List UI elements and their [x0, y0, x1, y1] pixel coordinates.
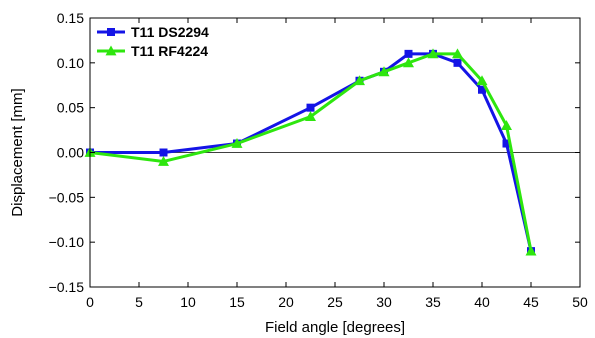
legend-entry-1: T11 DS2294 — [97, 24, 209, 40]
legend-marker — [105, 45, 117, 56]
x-tick-label: 35 — [425, 294, 441, 310]
data-point — [453, 58, 462, 67]
legend-marker — [107, 28, 115, 36]
y-tick-label: 0.10 — [57, 55, 84, 71]
data-point — [158, 155, 169, 166]
x-tick-label: 0 — [86, 294, 94, 310]
data-point — [427, 48, 439, 59]
y-tick-label: 0.00 — [57, 145, 84, 161]
data-point — [525, 245, 537, 256]
y-axis-label: Displacement [mm] — [9, 88, 26, 216]
data-point — [305, 111, 316, 122]
data-point — [502, 139, 511, 148]
x-tick-label: 25 — [327, 294, 343, 310]
x-axis-label: Field angle [degrees] — [265, 319, 405, 336]
series-line — [89, 52, 533, 252]
x-tick-label: 30 — [376, 294, 392, 310]
legend: T11 DS2294 T11 RF4224 — [97, 24, 209, 59]
legend-label: T11 DS2294 — [131, 24, 209, 40]
legend-label: T11 RF4224 — [131, 43, 208, 59]
data-point — [476, 75, 488, 86]
x-tick-label: 45 — [523, 294, 539, 310]
x-tick-label: 10 — [180, 294, 196, 310]
data-point — [403, 57, 414, 68]
x-tick-label: 15 — [229, 294, 245, 310]
series-2 — [84, 48, 537, 256]
data-point — [306, 103, 315, 112]
data-point — [231, 138, 243, 148]
x-tick-label: 40 — [474, 294, 490, 310]
data-point — [159, 148, 168, 157]
y-tick-label: −0.05 — [49, 189, 85, 205]
data-point — [478, 85, 486, 94]
data-point — [452, 48, 463, 59]
y-tick-label: −0.10 — [49, 234, 85, 250]
x-tick-label: 5 — [135, 294, 143, 310]
x-tick-label: 50 — [572, 294, 588, 310]
data-point — [501, 120, 512, 130]
y-tick-label: 0.05 — [57, 100, 84, 116]
y-tick-label: −0.15 — [49, 279, 85, 295]
data-point — [354, 75, 365, 86]
data-point — [378, 66, 390, 77]
x-tick-label: 20 — [278, 294, 294, 310]
data-point — [404, 49, 413, 58]
y-tick-label: 0.15 — [57, 10, 84, 26]
legend-entry-2: T11 RF4224 — [97, 43, 208, 59]
